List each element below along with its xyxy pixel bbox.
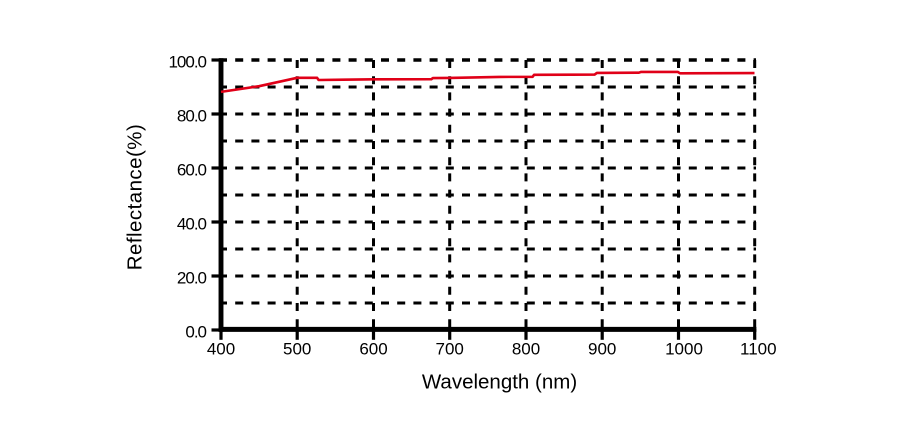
- svg-text:800: 800: [512, 340, 540, 359]
- svg-text:Wavelength (nm): Wavelength (nm): [422, 371, 577, 394]
- svg-text:1100: 1100: [740, 340, 777, 359]
- svg-text:40.0: 40.0: [177, 215, 207, 234]
- svg-text:100.0: 100.0: [168, 53, 206, 72]
- svg-text:60.0: 60.0: [177, 161, 207, 180]
- svg-text:900: 900: [588, 340, 616, 359]
- svg-text:20.0: 20.0: [177, 269, 207, 288]
- svg-text:500: 500: [283, 340, 311, 359]
- svg-text:1000: 1000: [665, 340, 703, 359]
- svg-text:700: 700: [436, 340, 464, 359]
- svg-text:600: 600: [359, 340, 387, 359]
- svg-text:0.0: 0.0: [185, 323, 206, 342]
- svg-text:80.0: 80.0: [177, 107, 207, 126]
- svg-text:400: 400: [207, 340, 235, 359]
- svg-text:Reflectance(%): Reflectance(%): [124, 124, 147, 270]
